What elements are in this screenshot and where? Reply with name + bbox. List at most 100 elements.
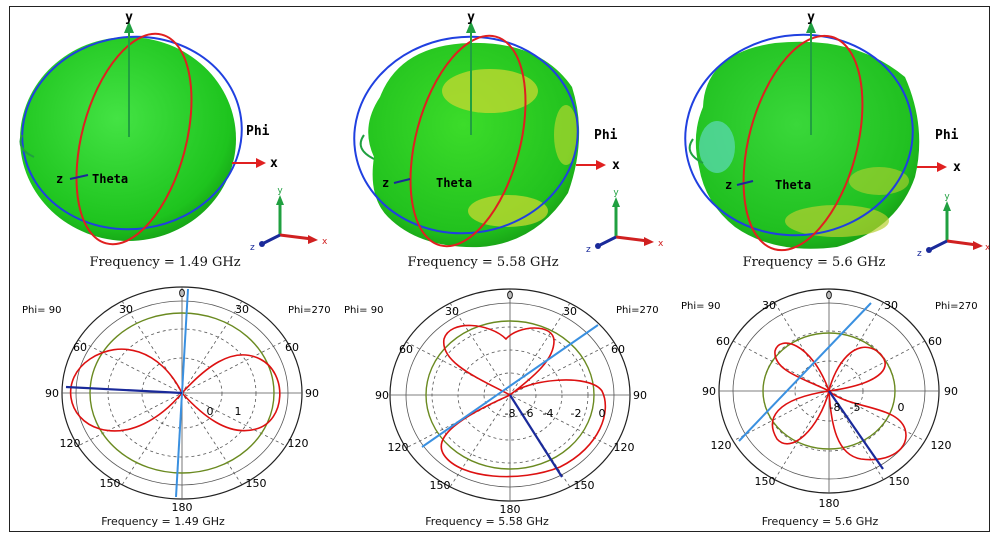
orientation-triad: y x z <box>250 186 328 253</box>
plot-label: 90 <box>375 389 389 402</box>
plot-label: 120 <box>388 441 409 454</box>
plot-label: 90 <box>702 385 716 398</box>
plot-label: 150 <box>100 477 121 490</box>
plot-label: y <box>125 10 133 25</box>
frequency-label-3d: Frequency = 5.6 GHz <box>742 255 886 270</box>
plot-label: 90 <box>305 387 319 400</box>
plot-label: Phi=270 <box>935 301 978 312</box>
y-axis-arrow-icon <box>466 21 476 33</box>
pattern-3d-panel-3: y x Phi z Theta y x z Frequency = 5.6 GH… <box>665 7 991 279</box>
theta-cut-circle <box>75 32 193 246</box>
plot-label: Theta <box>436 176 472 190</box>
plot-label: 150 <box>755 475 776 488</box>
frequency-label-3d: Frequency = 1.49 GHz <box>89 255 241 270</box>
plot-label: 0 <box>898 401 905 414</box>
polar-plot-panel-3: 0 30 60 90 120 150 180 150 120 90 60 30 … <box>665 279 991 531</box>
lobe-highlight <box>554 105 578 165</box>
reference-circle <box>89 312 275 474</box>
plot-label: 0 <box>826 289 833 302</box>
lobe-highlight <box>785 205 889 237</box>
z-axis <box>393 178 411 184</box>
plot-label: x <box>270 156 278 171</box>
x-axis-arrow-icon <box>596 160 606 170</box>
pattern-trace <box>771 342 907 461</box>
beam-line <box>828 390 884 470</box>
x-axis-arrow-icon <box>256 158 266 168</box>
plot-label: 60 <box>716 335 730 348</box>
plot-label: 0 <box>507 289 514 302</box>
plot-label: 1 <box>235 405 242 418</box>
plot-label: -8 <box>830 401 841 414</box>
plot-label: x <box>658 239 664 249</box>
beam-line <box>65 385 183 395</box>
plot-label: 180 <box>500 503 521 515</box>
plot-label: 180 <box>172 501 193 514</box>
plot-label: 120 <box>60 437 81 450</box>
plot-label: x <box>322 237 328 247</box>
plot-label: Phi= 90 <box>681 301 720 312</box>
plot-label: Phi=270 <box>288 305 331 316</box>
radiation-pattern-surface <box>695 41 920 249</box>
plot-label: 150 <box>889 475 910 488</box>
plot-label: 30 <box>445 305 459 318</box>
reference-circle <box>762 332 896 450</box>
plot-label: 120 <box>711 439 732 452</box>
plot-label: 60 <box>73 341 87 354</box>
plot-label: -2 <box>571 407 582 420</box>
frequency-label-polar: Frequency = 1.49 GHz <box>101 515 225 528</box>
lobe-highlight <box>699 121 735 173</box>
y-axis-arrow-icon <box>124 21 134 33</box>
frequency-label-3d: Frequency = 5.58 GHz <box>407 255 559 270</box>
plot-label: Phi= 90 <box>344 305 383 316</box>
plot-label: y <box>613 188 619 198</box>
pattern-trace <box>440 324 607 478</box>
polar-plot-panel-2: 0 30 60 90 120 150 180 150 120 90 60 30 … <box>340 279 666 531</box>
lobe-highlight <box>849 167 909 195</box>
plot-label: 150 <box>574 479 595 492</box>
plot-label: 90 <box>944 385 958 398</box>
beam-line <box>738 302 872 442</box>
theta-cut-circle <box>409 34 527 248</box>
plot-label: -8 <box>505 407 516 420</box>
figure-frame: y x Phi z Theta y x z Frequency = 1.49 G… <box>9 6 990 532</box>
polar-plot-2: 0 30 60 90 120 150 180 150 120 90 60 30 … <box>344 288 659 515</box>
plot-label: Theta <box>92 172 128 186</box>
plot-label: Phi <box>935 128 959 143</box>
plot-label: -4 <box>543 407 554 420</box>
plot-label: 150 <box>430 479 451 492</box>
plot-label: 60 <box>611 343 625 356</box>
orientation-triad: y x z <box>917 192 989 257</box>
phi-cut-circle <box>353 35 579 235</box>
plot-label: y <box>807 10 815 25</box>
pattern-trace <box>69 348 281 432</box>
phi-arc-indicator <box>359 134 375 160</box>
plot-label: 0 <box>179 287 186 300</box>
plot-label: 30 <box>119 303 133 316</box>
plot-label: x <box>953 160 961 175</box>
plot-label: 120 <box>614 441 635 454</box>
plot-label: Phi= 90 <box>22 305 61 316</box>
frequency-label-polar: Frequency = 5.58 GHz <box>425 515 549 528</box>
x-axis-arrow-icon <box>937 162 947 172</box>
beam-line <box>421 324 599 448</box>
plot-label: 0 <box>207 405 214 418</box>
plot-label: x <box>985 243 989 253</box>
polar-plot-1: 0 30 60 90 120 150 180 150 120 90 60 30 … <box>22 286 331 514</box>
beam-line <box>509 394 563 478</box>
plot-label: z <box>382 176 389 190</box>
plot-label: 60 <box>399 343 413 356</box>
plot-label: Phi <box>594 128 618 143</box>
plot-label: Theta <box>775 178 811 192</box>
polar-plot-panel-1: 0 30 60 90 120 150 180 150 120 90 60 30 … <box>10 279 336 531</box>
pattern-3d-panel-1: y x Phi z Theta y x z Frequency = 1.49 G… <box>10 7 336 279</box>
plot-label: y <box>467 10 475 25</box>
plot-label: Phi=270 <box>616 305 659 316</box>
phi-arc-indicator <box>19 134 35 158</box>
plot-label: 120 <box>288 437 309 450</box>
plot-label: -6 <box>523 407 534 420</box>
reference-circle <box>425 320 595 470</box>
plot-label: y <box>944 192 950 202</box>
plot-label: 30 <box>762 299 776 312</box>
plot-label: y <box>277 186 283 196</box>
lobe-highlight <box>442 69 538 113</box>
